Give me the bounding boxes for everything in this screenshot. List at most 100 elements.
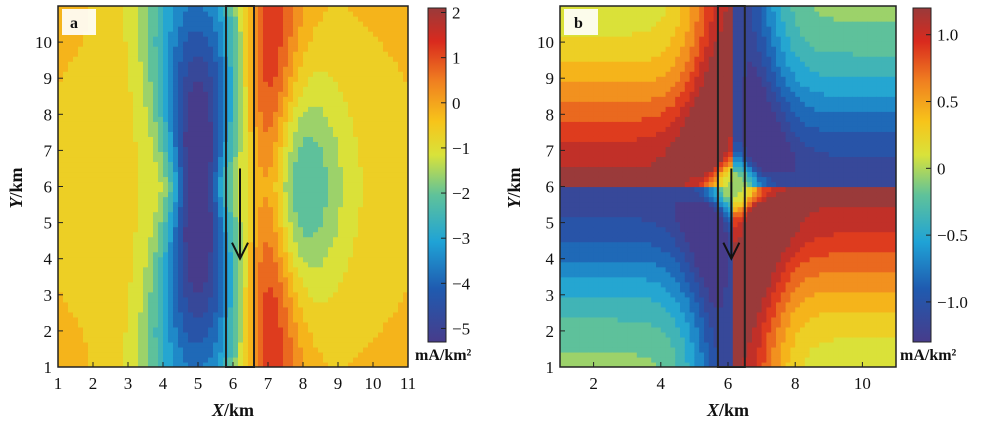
heatmap-cell (313, 316, 319, 323)
heatmap-cell (178, 266, 184, 273)
heatmap-cell (303, 246, 309, 253)
heatmap-cell (358, 171, 364, 178)
heatmap-cell (138, 131, 144, 137)
heatmap-cell (353, 196, 359, 203)
heatmap-cell (108, 281, 114, 288)
heatmap-cell (173, 181, 179, 188)
heatmap-cell (273, 56, 279, 62)
heatmap-cell (273, 86, 279, 92)
heatmap-cell (258, 81, 264, 87)
heatmap-cell (293, 326, 299, 333)
heatmap-cell (253, 86, 259, 92)
heatmap-cell (353, 36, 359, 42)
heatmap-cell (233, 361, 239, 367)
heatmap-cell (208, 301, 214, 308)
heatmap-cell (373, 221, 379, 228)
heatmap-cell (218, 246, 224, 253)
heatmap-cell (373, 181, 379, 188)
heatmap-cell (323, 136, 329, 142)
heatmap-cell (388, 316, 394, 323)
heatmap-cell (318, 191, 324, 198)
heatmap-cell (288, 56, 294, 62)
heatmap-cell (398, 16, 404, 22)
heatmap-cell (308, 261, 314, 268)
heatmap-cell (213, 6, 219, 12)
heatmap-cell (73, 176, 79, 183)
heatmap-cell (73, 356, 79, 363)
heatmap-cell (358, 181, 364, 188)
heatmap-cell (178, 71, 184, 77)
heatmap-cell (228, 326, 234, 333)
heatmap-cell (288, 156, 294, 163)
heatmap-cell (88, 261, 94, 268)
heatmap-cell (178, 206, 184, 213)
heatmap-cell (88, 301, 94, 308)
heatmap-cell (388, 126, 394, 132)
heatmap-cell (303, 296, 309, 303)
heatmap-cell (333, 321, 339, 328)
heatmap-cell (163, 186, 169, 193)
heatmap-cell (233, 166, 239, 173)
heatmap-cell (238, 346, 244, 353)
heatmap-cell (343, 91, 349, 97)
heatmap-cell (238, 41, 244, 47)
heatmap-cell (198, 106, 204, 112)
heatmap-cell (188, 6, 194, 12)
heatmap-cell (178, 11, 184, 17)
heatmap-cell (73, 191, 79, 198)
heatmap-cell (123, 26, 129, 32)
heatmap-cell (283, 246, 289, 253)
heatmap-cell (298, 271, 304, 278)
heatmap-cell (78, 226, 84, 233)
heatmap-cell (228, 26, 234, 32)
heatmap-cell (243, 121, 249, 127)
heatmap-cell (128, 236, 134, 243)
heatmap-cell (233, 66, 239, 72)
heatmap-cell (328, 361, 334, 367)
heatmap-cell (353, 336, 359, 343)
heatmap-cell (263, 216, 269, 223)
heatmap-cell (338, 131, 344, 137)
heatmap-cell (103, 146, 109, 152)
heatmap-cell (138, 271, 144, 278)
heatmap-cell (208, 96, 214, 102)
heatmap-cell (123, 21, 129, 27)
heatmap-cell (58, 211, 64, 218)
heatmap-cell (68, 331, 74, 338)
heatmap-cell (158, 306, 164, 313)
heatmap-cell (263, 91, 269, 97)
heatmap-cell (113, 121, 119, 127)
heatmap-cell (188, 41, 194, 47)
heatmap-cell (163, 176, 169, 183)
heatmap-cell (158, 361, 164, 367)
heatmap-cell (193, 251, 199, 258)
heatmap-cell (103, 111, 109, 117)
heatmap-cell (118, 241, 124, 248)
heatmap-cell (368, 341, 374, 348)
heatmap-cell (353, 301, 359, 308)
heatmap-cell (73, 266, 79, 273)
heatmap-cell (118, 256, 124, 263)
heatmap-cell (298, 86, 304, 92)
heatmap-cell (58, 261, 64, 268)
heatmap-cell (238, 336, 244, 343)
heatmap-cell (388, 191, 394, 198)
heatmap-cell (233, 241, 239, 248)
heatmap-cell (263, 321, 269, 328)
heatmap-cell (328, 261, 334, 268)
heatmap-cell (173, 236, 179, 243)
heatmap-cell (208, 136, 214, 142)
heatmap-cell (373, 41, 379, 47)
heatmap-cell (158, 341, 164, 348)
heatmap-cell (168, 96, 174, 102)
heatmap-cell (258, 56, 264, 62)
heatmap-cell (233, 96, 239, 102)
heatmap-cell (383, 261, 389, 268)
heatmap-cell (168, 41, 174, 47)
heatmap-cell (318, 6, 324, 12)
heatmap-cell (398, 121, 404, 127)
heatmap-cell (88, 256, 94, 263)
heatmap-cell (183, 171, 189, 178)
heatmap-cell (353, 76, 359, 82)
heatmap-cell (198, 186, 204, 193)
